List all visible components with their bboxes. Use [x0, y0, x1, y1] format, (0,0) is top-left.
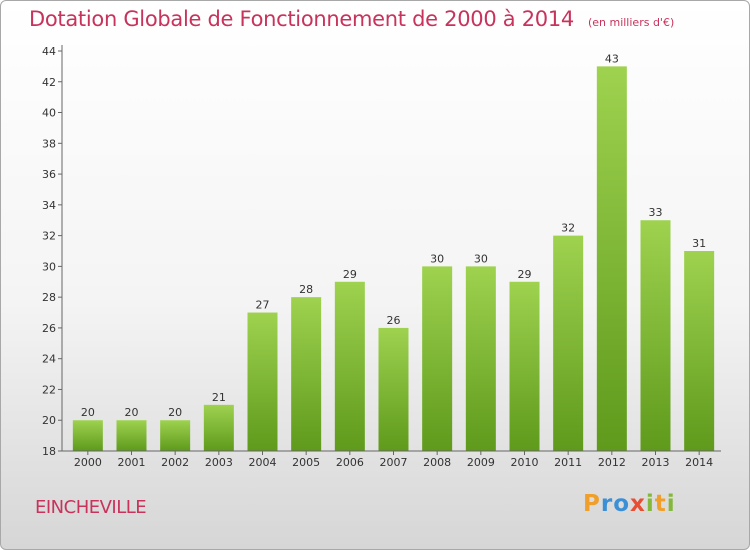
- bar-value-label: 26: [387, 314, 401, 327]
- y-tick-label: 26: [42, 322, 56, 335]
- bar-value-label: 20: [168, 406, 182, 419]
- title-row: Dotation Globale de Fonctionnement de 20…: [29, 7, 674, 31]
- chart-subtitle: (en milliers d'€): [587, 16, 675, 29]
- labels-layer: 18 20 22 24 26 28 30 32 34 36 38 40 42 44 20 2000 20 2001…: [42, 45, 713, 469]
- commune-name: EINCHEVILLE: [35, 497, 147, 518]
- bar-value-label: 30: [474, 252, 488, 265]
- y-tick-label: 34: [42, 199, 56, 212]
- y-tick-label: 18: [42, 445, 56, 458]
- x-tick-label: 2008: [423, 456, 451, 469]
- bar: [640, 220, 671, 451]
- x-tick-label: 2000: [74, 456, 102, 469]
- bar-value-label: 20: [81, 406, 95, 419]
- y-tick-label: 36: [42, 168, 56, 181]
- x-tick-label: 2004: [249, 456, 277, 469]
- bar-value-label: 29: [518, 268, 532, 281]
- y-tick-label: 28: [42, 291, 56, 304]
- x-tick-label: 2006: [336, 456, 364, 469]
- axes-layer: [58, 45, 721, 455]
- proxiti-logo: Proxiti: [583, 491, 676, 517]
- x-tick-label: 2013: [642, 456, 670, 469]
- bar-value-label: 33: [649, 206, 663, 219]
- x-tick-label: 2009: [467, 456, 495, 469]
- bar: [465, 266, 496, 451]
- bar: [291, 297, 322, 451]
- bar-value-label: 43: [605, 52, 619, 65]
- bar: [334, 281, 365, 451]
- logo-letter: t: [654, 491, 667, 517]
- x-tick-label: 2010: [511, 456, 539, 469]
- logo-letter: i: [645, 491, 655, 517]
- bar-value-label: 21: [212, 391, 226, 404]
- x-tick-label: 2007: [380, 456, 408, 469]
- bar-value-label: 31: [692, 237, 706, 250]
- bar: [160, 420, 191, 451]
- x-tick-label: 2014: [685, 456, 713, 469]
- bar: [203, 404, 234, 451]
- x-tick-label: 2011: [554, 456, 582, 469]
- logo-letter: P: [583, 491, 601, 517]
- x-tick-label: 2005: [292, 456, 320, 469]
- bars-layer: [72, 66, 715, 451]
- x-tick-label: 2001: [118, 456, 146, 469]
- bar-value-label: 29: [343, 268, 357, 281]
- chart-title: Dotation Globale de Fonctionnement de 20…: [29, 7, 574, 31]
- bar-value-label: 20: [125, 406, 139, 419]
- y-tick-label: 30: [42, 260, 56, 273]
- bar-value-label: 32: [561, 222, 575, 235]
- bar: [509, 281, 540, 451]
- bar: [378, 327, 409, 451]
- bar: [684, 251, 715, 451]
- y-tick-label: 24: [42, 353, 56, 366]
- x-tick-label: 2002: [161, 456, 189, 469]
- bar-value-label: 28: [299, 283, 313, 296]
- y-tick-label: 42: [42, 76, 56, 89]
- y-tick-label: 32: [42, 230, 56, 243]
- bar-value-label: 27: [256, 299, 270, 312]
- logo-letter: r: [600, 491, 614, 517]
- x-tick-label: 2003: [205, 456, 233, 469]
- bar: [72, 420, 103, 451]
- y-tick-label: 40: [42, 107, 56, 120]
- bar: [553, 235, 584, 451]
- y-tick-label: 22: [42, 383, 56, 396]
- bar-value-label: 30: [430, 252, 444, 265]
- bar: [422, 266, 453, 451]
- y-tick-label: 20: [42, 414, 56, 427]
- logo-letter: o: [613, 491, 631, 517]
- bar: [247, 312, 278, 451]
- bar: [116, 420, 147, 451]
- logo-letter: x: [630, 491, 646, 517]
- x-tick-label: 2012: [598, 456, 626, 469]
- logo-letter: i: [666, 491, 676, 517]
- y-tick-label: 38: [42, 137, 56, 150]
- bar: [596, 66, 627, 451]
- y-tick-label: 44: [42, 45, 56, 58]
